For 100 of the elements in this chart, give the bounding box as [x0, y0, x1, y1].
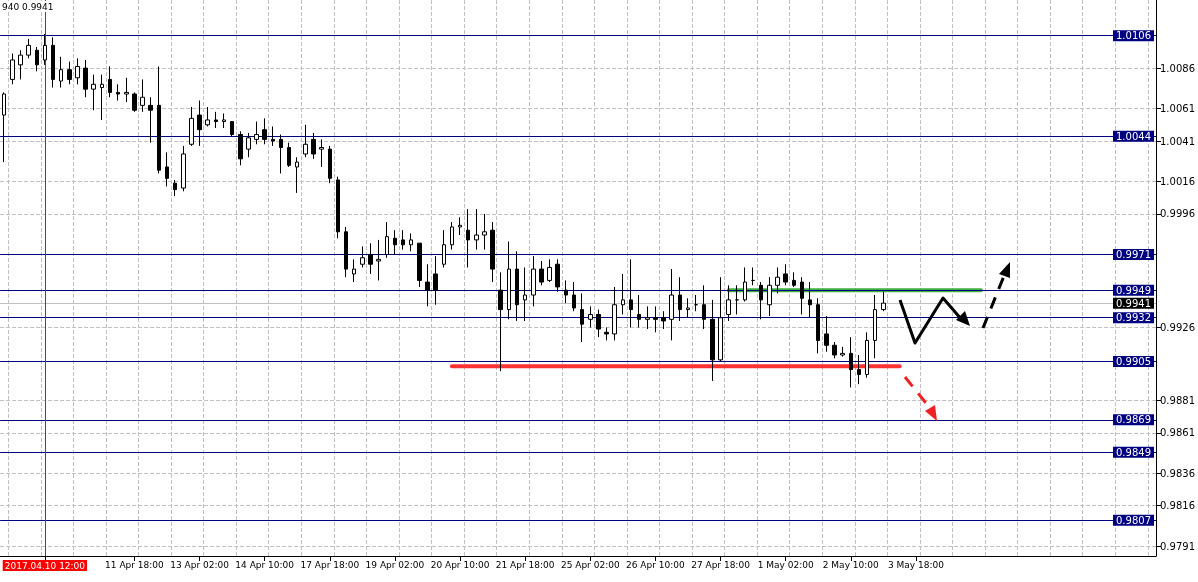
candlestick: [100, 74, 104, 121]
ref-line-label: 0.9869: [1116, 414, 1152, 426]
candlestick: [205, 106, 210, 127]
candlestick: [238, 130, 243, 166]
candlestick: [661, 310, 666, 330]
y-tick-label: 0.9861: [1160, 427, 1196, 439]
candlestick: [792, 271, 796, 288]
candlestick: [181, 145, 186, 192]
candlestick: [629, 258, 633, 328]
ref-line-label: 0.9807: [1116, 514, 1152, 526]
candlestick: [148, 96, 153, 144]
candlestick: [368, 242, 373, 275]
x-tick-label: 13 Apr 02:00: [170, 559, 230, 570]
candlestick: [360, 245, 365, 268]
candlestick: [840, 346, 845, 358]
candlestick: [197, 100, 202, 147]
candlestick: [596, 309, 601, 338]
y-tick-label: 0.9791: [1160, 540, 1196, 552]
candlestick: [425, 263, 430, 307]
candlestick: [645, 305, 650, 330]
candlestick: [507, 241, 511, 320]
x-tick-label: 11 Apr 18:00: [105, 559, 165, 570]
candlestick: [718, 276, 723, 362]
candlestick: [262, 117, 267, 145]
x-tick-label: 27 Apr 18:00: [691, 559, 751, 570]
y-tick-label: 0.9996: [1160, 208, 1196, 220]
candlestick: [857, 354, 861, 385]
candlestick: [775, 266, 780, 294]
ref-line-label: 1.0044: [1116, 130, 1152, 142]
candlestick: [824, 315, 829, 353]
candlestick: [189, 106, 194, 147]
ref-line-label: 0.9949: [1116, 284, 1152, 296]
x-tick-label: 2017.04.10 12:00: [4, 560, 86, 571]
candlestick: [466, 208, 470, 268]
candlestick: [808, 281, 812, 319]
candlestick: [849, 336, 853, 388]
candlestick: [832, 341, 837, 359]
candlestick: [328, 145, 332, 184]
candlestick: [759, 281, 763, 320]
x-tick-label: 3 May 18:00: [887, 559, 945, 570]
ref-line-label: 0.9932: [1116, 312, 1152, 324]
candlestick: [51, 36, 55, 89]
x-tick-label: 17 Apr 18:00: [300, 559, 360, 570]
ref-line-label: 0.9905: [1116, 355, 1152, 367]
candlestick: [572, 281, 576, 312]
candlestick: [10, 52, 15, 85]
ref-line-label: 1.0106: [1116, 30, 1152, 42]
candlestick: [287, 142, 291, 168]
candlestick: [669, 268, 674, 341]
y-tick-label: 0.9836: [1160, 467, 1196, 479]
candlestick: [865, 331, 869, 379]
candlestick: [124, 77, 129, 103]
candlestick: [18, 49, 23, 80]
candlestick: [214, 111, 218, 129]
candlestick: [490, 221, 495, 283]
candlestick: [271, 125, 275, 147]
x-tick-label: 14 Apr 10:00: [235, 559, 295, 570]
candlestick: [75, 57, 80, 85]
candlestick: [59, 56, 63, 89]
candlestick: [710, 299, 715, 382]
candlestick: [352, 258, 356, 283]
candlestick: [108, 65, 112, 98]
candlestick: [735, 284, 739, 315]
candlestick: [547, 258, 552, 283]
candlestick: [140, 78, 145, 113]
candlestick: [165, 151, 169, 187]
ref-line-label: 0.9971: [1116, 249, 1152, 260]
candlestick: [653, 305, 658, 333]
candlestick: [173, 179, 177, 197]
candlestick: [881, 291, 886, 312]
candlestick: [539, 260, 544, 286]
candlestick: [401, 229, 405, 251]
candlestick: [743, 266, 747, 302]
candlestick: [555, 258, 560, 293]
candlestick: [588, 305, 593, 328]
candlestick: [523, 266, 527, 322]
candlestick: [678, 276, 682, 322]
candlestick: [474, 208, 479, 251]
x-tick-label: 1 May 02:00: [757, 559, 814, 570]
y-tick-label: 0.9881: [1160, 394, 1196, 406]
candlestick: [67, 61, 72, 85]
candlestick: [336, 176, 340, 239]
candlestick: [580, 292, 584, 343]
candlestick: [132, 91, 137, 113]
candlestick: [816, 297, 820, 354]
x-tick-label: 21 Apr 18:00: [495, 559, 555, 570]
x-tick-label: 25 Apr 02:00: [560, 559, 620, 570]
candlestick: [246, 132, 251, 158]
candlestick: [385, 221, 389, 259]
candlestick: [91, 74, 96, 111]
candlestick: [417, 242, 422, 288]
candlestick: [279, 134, 283, 174]
candlestick: [295, 156, 299, 194]
x-tick-label: 20 Apr 10:00: [430, 559, 490, 570]
candlestick: [344, 226, 348, 278]
candlestick: [222, 112, 226, 129]
x-tick-label: 2 May 10:00: [822, 559, 880, 570]
candlestick: [311, 132, 316, 160]
candlestick: [767, 276, 772, 317]
candlestick: [702, 284, 706, 330]
